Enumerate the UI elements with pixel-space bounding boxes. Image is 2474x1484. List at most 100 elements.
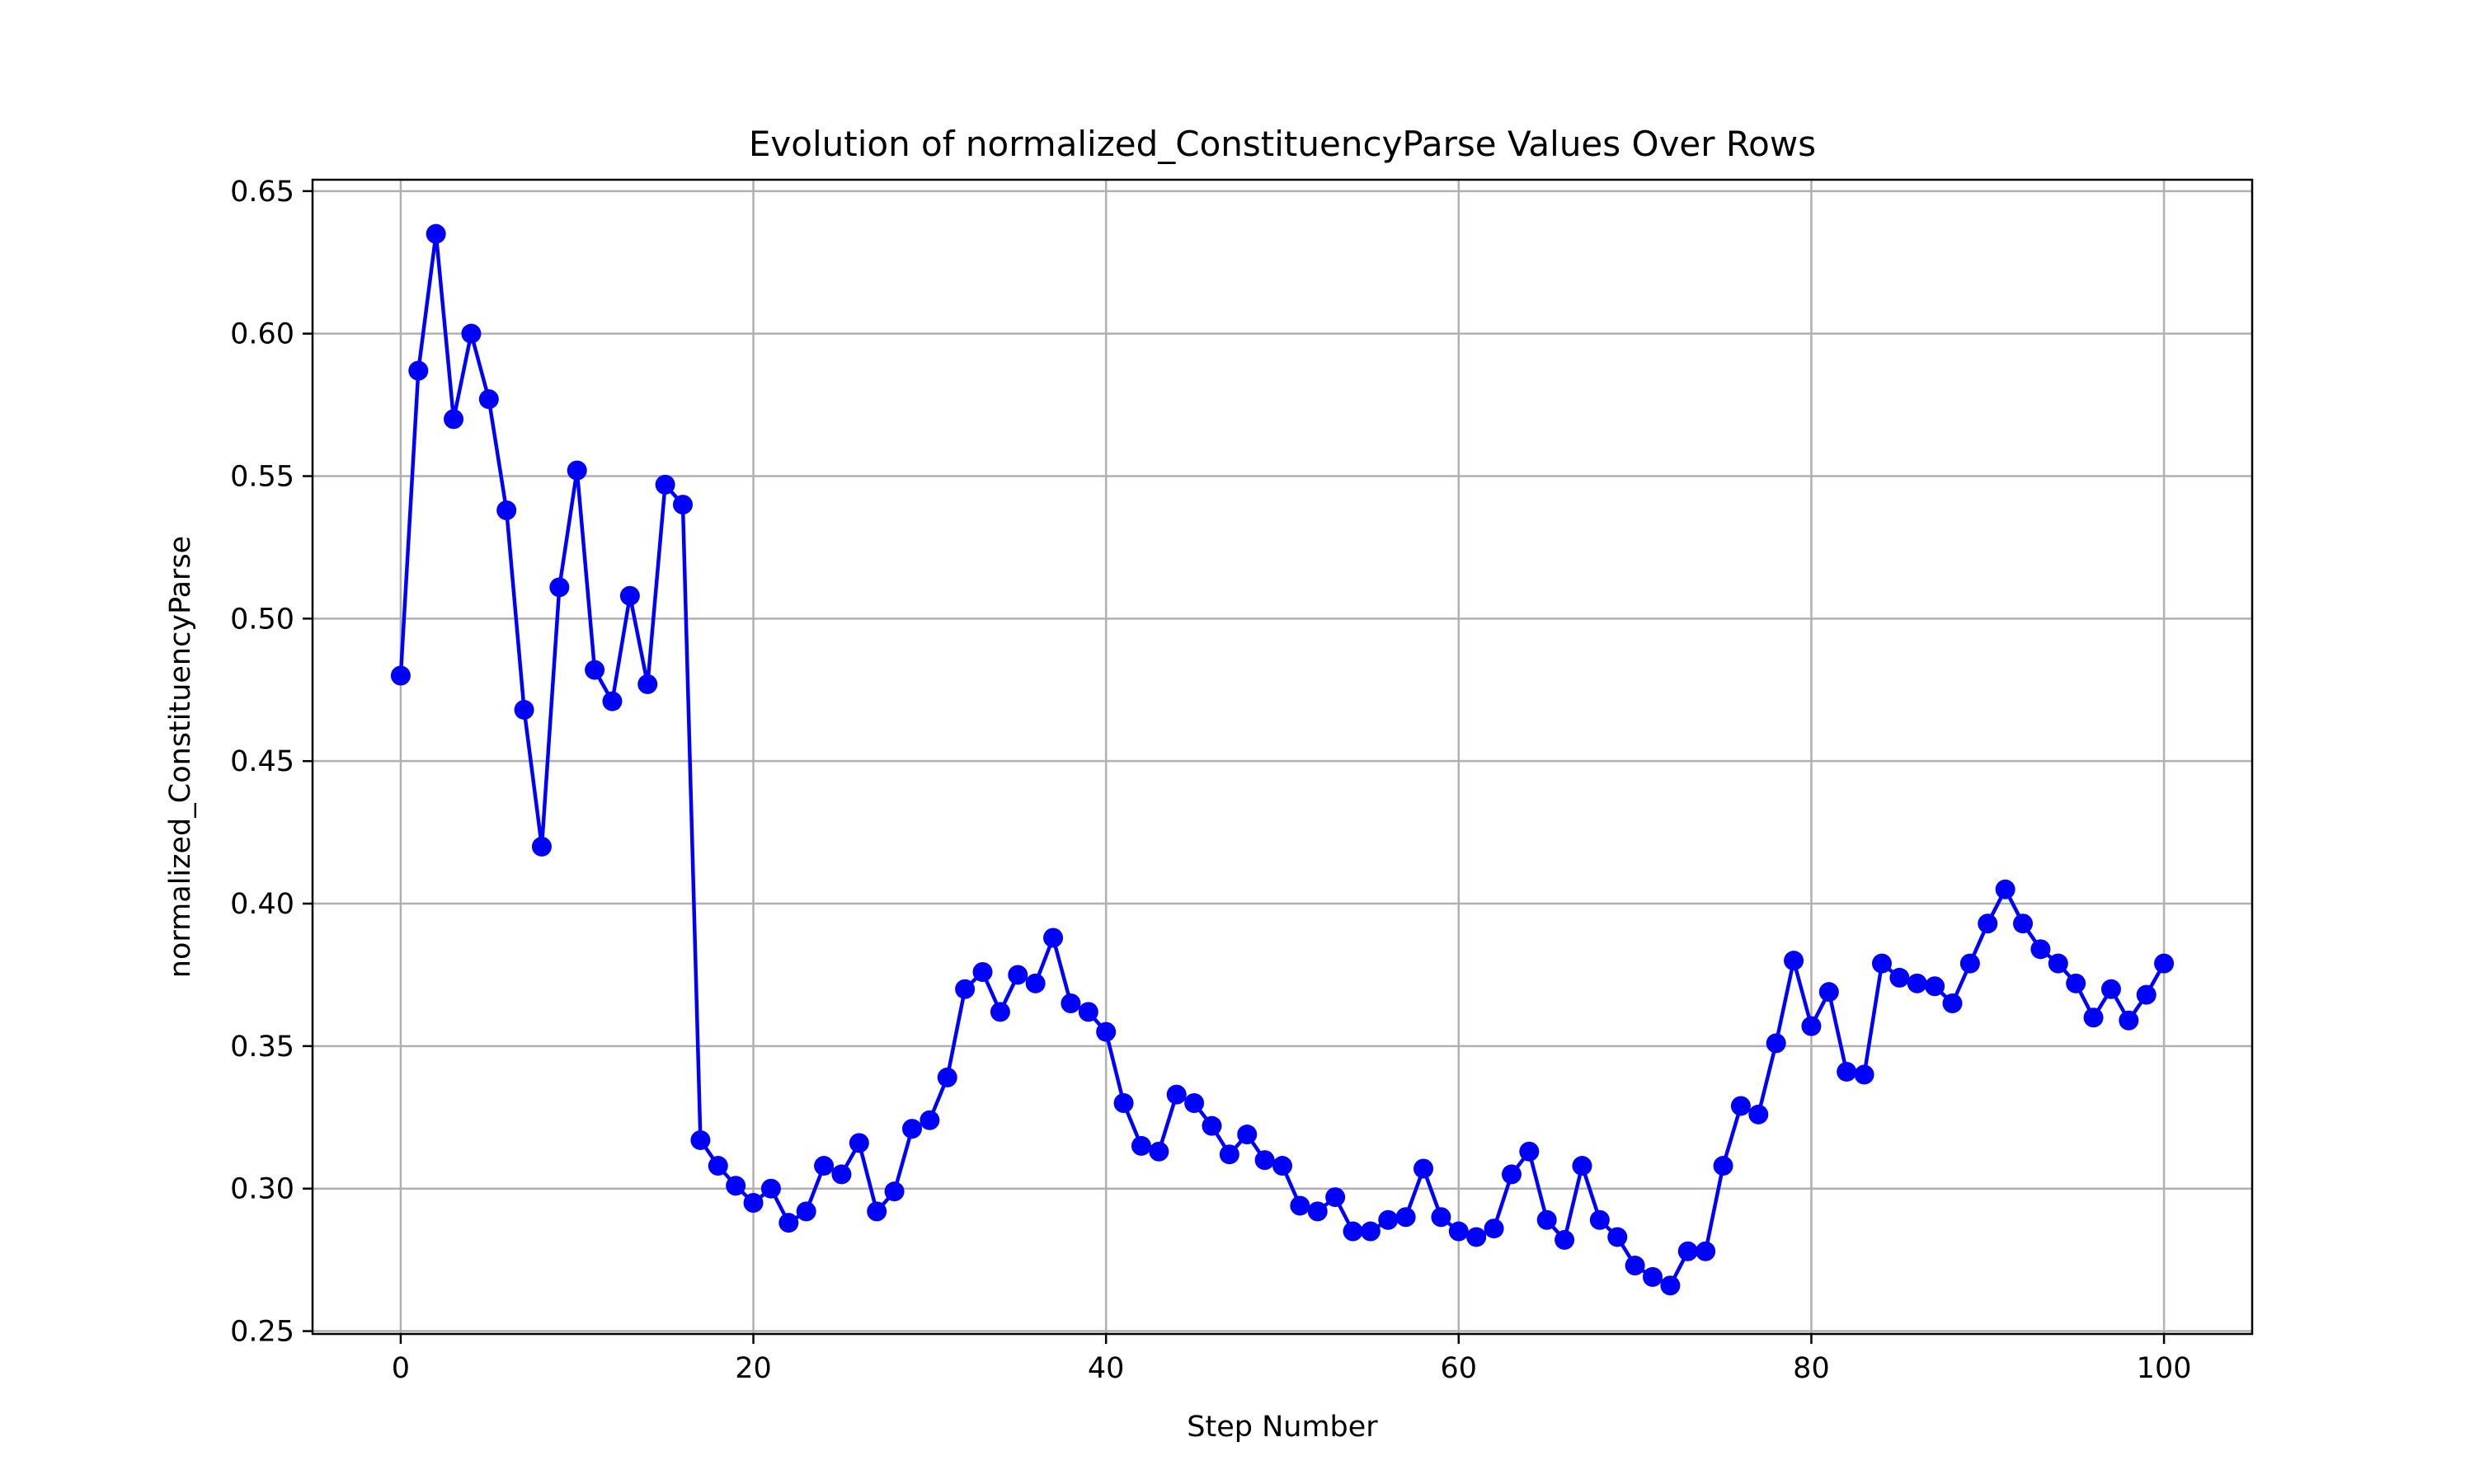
data-point [531, 836, 552, 857]
data-point [1272, 1156, 1292, 1176]
data-point [1748, 1104, 1769, 1125]
y-tick-label: 0.50 [230, 603, 294, 636]
data-point [1995, 879, 2015, 899]
data-point [1607, 1227, 1628, 1247]
data-point [1889, 967, 1910, 988]
data-point [796, 1201, 816, 1222]
data-point [2119, 1010, 2139, 1031]
data-point [901, 1119, 922, 1139]
data-point [2030, 939, 2051, 960]
data-point [1942, 993, 1963, 1014]
data-point [1307, 1201, 1328, 1222]
data-point [690, 1129, 711, 1150]
data-point [1484, 1219, 1504, 1239]
data-point [637, 674, 658, 694]
data-point [1413, 1158, 1434, 1179]
data-point [514, 699, 534, 720]
data-point [1871, 953, 1892, 974]
data-point [1025, 973, 1046, 993]
data-point [743, 1192, 764, 1213]
data-point [849, 1133, 869, 1153]
data-point [778, 1213, 799, 1233]
data-point [1660, 1275, 1681, 1296]
x-tick-label: 100 [2137, 1352, 2192, 1385]
x-tick-label: 60 [1441, 1352, 1478, 1385]
data-point [1784, 951, 1804, 971]
data-point [1554, 1229, 1575, 1250]
data-point [408, 360, 429, 381]
series-polyline [398, 232, 2166, 1288]
data-point [708, 1156, 728, 1176]
y-tick-label: 0.65 [230, 176, 294, 209]
data-point [867, 1201, 887, 1222]
data-point [478, 389, 499, 410]
data-point [1907, 973, 1927, 993]
data-point [461, 323, 482, 344]
data-point [831, 1164, 852, 1185]
data-point [1501, 1164, 1522, 1185]
data-point [426, 223, 446, 244]
data-point [390, 665, 411, 686]
data-point [602, 691, 623, 711]
data-point [567, 460, 587, 481]
data-point [673, 495, 694, 515]
y-tick-label: 0.35 [230, 1031, 294, 1064]
data-point [1696, 1241, 1716, 1261]
data-point [1290, 1195, 1310, 1216]
data-point [619, 585, 640, 606]
data-point [1254, 1150, 1275, 1171]
data-point [585, 660, 605, 680]
data-point [1643, 1266, 1663, 1287]
x-tick-label: 40 [1088, 1352, 1125, 1385]
data-point [1113, 1093, 1134, 1113]
y-tick-label: 0.30 [230, 1173, 294, 1206]
data-point [972, 961, 993, 982]
data-point [1149, 1141, 1169, 1162]
data-point [2100, 979, 2121, 999]
data-point [1730, 1096, 1751, 1116]
data-point [1237, 1125, 1258, 1145]
x-tick-label: 80 [1793, 1352, 1830, 1385]
data-point [2013, 913, 2034, 934]
data-point [1448, 1221, 1469, 1242]
data-point [1325, 1187, 1346, 1208]
data-point [1131, 1135, 1151, 1156]
data-point [955, 979, 976, 999]
data-point [1184, 1093, 1205, 1113]
data-point [1572, 1156, 1592, 1176]
data-point [1378, 1209, 1399, 1230]
data-point [1343, 1221, 1363, 1242]
data-point [937, 1067, 957, 1087]
data-point [814, 1156, 835, 1176]
data-point [655, 474, 675, 495]
data-point [1589, 1209, 1610, 1230]
y-tick-label: 0.60 [230, 318, 294, 351]
data-point [1466, 1227, 1487, 1247]
data-point [1219, 1144, 1239, 1165]
data-point [1959, 953, 1980, 974]
x-tick-label: 20 [735, 1352, 772, 1385]
data-point [1818, 982, 1839, 1003]
data-point [549, 577, 570, 598]
x-axis: 0 20 40 60 80 100 [392, 1334, 2192, 1385]
data-point [2083, 1007, 2104, 1028]
data-point [1078, 1002, 1098, 1022]
data-point [496, 500, 517, 520]
data-point [1202, 1115, 1222, 1136]
data-point [1978, 913, 1998, 934]
y-axis: 0.25 0.30 0.35 0.40 0.45 0.50 0.55 0.60 0.65 [230, 176, 313, 1349]
data-point [1766, 1033, 1786, 1054]
y-tick-label: 0.40 [230, 888, 294, 921]
plot-frame [311, 178, 2254, 1336]
data-point [1395, 1207, 1416, 1228]
data-point [2136, 984, 2157, 1005]
y-axis-label: normalized_ConstituencyParse [164, 536, 197, 978]
data-point [1008, 965, 1028, 985]
data-point [1801, 1016, 1822, 1036]
y-tick-label: 0.55 [230, 461, 294, 494]
data-point [1837, 1061, 1857, 1082]
data-point [1096, 1021, 1117, 1042]
data-point [1061, 993, 1081, 1014]
data-point [760, 1178, 781, 1199]
